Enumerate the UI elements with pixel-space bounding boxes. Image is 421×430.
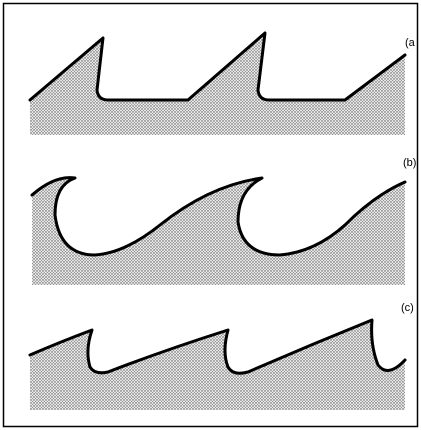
wave-b — [32, 178, 405, 285]
panel-label: (a — [405, 37, 416, 49]
panel-label: (b) — [403, 157, 416, 169]
diagram: (a (b) (c) — [0, 0, 421, 430]
wave-c — [30, 320, 405, 410]
wave-a — [30, 33, 405, 135]
panel-label: (c) — [401, 302, 414, 314]
